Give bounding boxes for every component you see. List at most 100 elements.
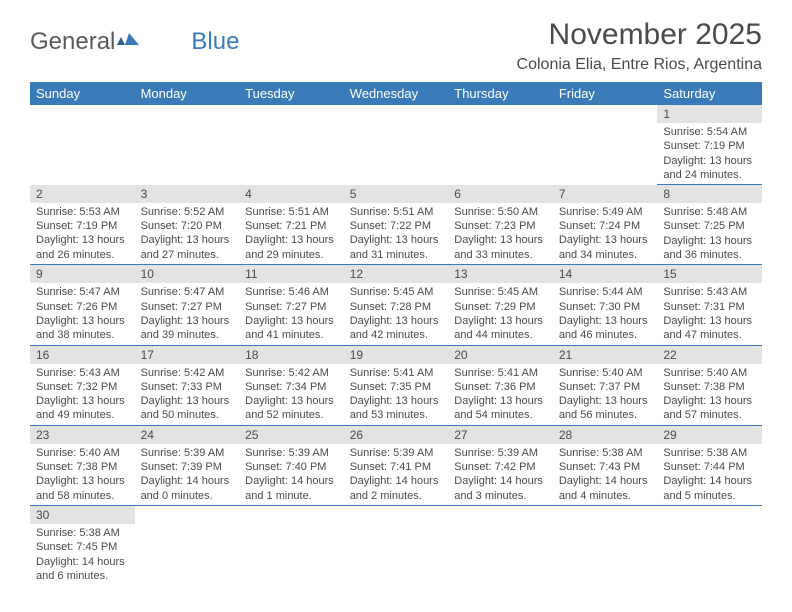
calendar-cell: 9Sunrise: 5:47 AMSunset: 7:26 PMDaylight…	[30, 265, 135, 345]
flag-icon	[117, 31, 139, 54]
day-header: Friday	[553, 82, 658, 105]
calendar-cell-empty	[30, 105, 135, 185]
day-details: Sunrise: 5:38 AMSunset: 7:45 PMDaylight:…	[30, 524, 135, 585]
day-details: Sunrise: 5:38 AMSunset: 7:44 PMDaylight:…	[657, 444, 762, 505]
day-number: 7	[553, 185, 658, 203]
day-header: Monday	[135, 82, 240, 105]
location: Colonia Elia, Entre Rios, Argentina	[517, 56, 762, 74]
day-number: 2	[30, 185, 135, 203]
calendar-row: 2Sunrise: 5:53 AMSunset: 7:19 PMDaylight…	[30, 185, 762, 265]
day-details: Sunrise: 5:39 AMSunset: 7:42 PMDaylight:…	[448, 444, 553, 505]
day-details: Sunrise: 5:40 AMSunset: 7:38 PMDaylight:…	[657, 364, 762, 425]
day-details: Sunrise: 5:47 AMSunset: 7:26 PMDaylight:…	[30, 283, 135, 344]
day-header: Saturday	[657, 82, 762, 105]
calendar-cell: 15Sunrise: 5:43 AMSunset: 7:31 PMDayligh…	[657, 265, 762, 345]
day-details: Sunrise: 5:47 AMSunset: 7:27 PMDaylight:…	[135, 283, 240, 344]
calendar-cell: 3Sunrise: 5:52 AMSunset: 7:20 PMDaylight…	[135, 185, 240, 265]
day-number: 3	[135, 185, 240, 203]
calendar-cell: 18Sunrise: 5:42 AMSunset: 7:34 PMDayligh…	[239, 345, 344, 425]
day-details: Sunrise: 5:40 AMSunset: 7:37 PMDaylight:…	[553, 364, 658, 425]
day-number: 13	[448, 265, 553, 283]
day-number: 18	[239, 346, 344, 364]
month-title: November 2025	[517, 18, 762, 52]
day-number: 5	[344, 185, 449, 203]
day-details: Sunrise: 5:45 AMSunset: 7:28 PMDaylight:…	[344, 283, 449, 344]
calendar-cell: 21Sunrise: 5:40 AMSunset: 7:37 PMDayligh…	[553, 345, 658, 425]
day-number: 26	[344, 426, 449, 444]
calendar-cell-empty	[448, 505, 553, 585]
day-number: 25	[239, 426, 344, 444]
day-details: Sunrise: 5:51 AMSunset: 7:22 PMDaylight:…	[344, 203, 449, 264]
day-number: 6	[448, 185, 553, 203]
day-details: Sunrise: 5:43 AMSunset: 7:31 PMDaylight:…	[657, 283, 762, 344]
day-details: Sunrise: 5:52 AMSunset: 7:20 PMDaylight:…	[135, 203, 240, 264]
day-number: 8	[657, 185, 762, 203]
day-header: Wednesday	[344, 82, 449, 105]
calendar-cell-empty	[239, 105, 344, 185]
day-number: 15	[657, 265, 762, 283]
calendar-cell: 6Sunrise: 5:50 AMSunset: 7:23 PMDaylight…	[448, 185, 553, 265]
day-number: 17	[135, 346, 240, 364]
day-number: 21	[553, 346, 658, 364]
day-details: Sunrise: 5:44 AMSunset: 7:30 PMDaylight:…	[553, 283, 658, 344]
title-block: November 2025 Colonia Elia, Entre Rios, …	[517, 18, 762, 74]
calendar-cell: 8Sunrise: 5:48 AMSunset: 7:25 PMDaylight…	[657, 185, 762, 265]
calendar-cell: 13Sunrise: 5:45 AMSunset: 7:29 PMDayligh…	[448, 265, 553, 345]
calendar-row: 23Sunrise: 5:40 AMSunset: 7:38 PMDayligh…	[30, 425, 762, 505]
day-header: Thursday	[448, 82, 553, 105]
calendar-cell: 7Sunrise: 5:49 AMSunset: 7:24 PMDaylight…	[553, 185, 658, 265]
calendar-cell-empty	[135, 105, 240, 185]
day-header-row: SundayMondayTuesdayWednesdayThursdayFrid…	[30, 82, 762, 105]
day-number: 9	[30, 265, 135, 283]
day-details: Sunrise: 5:46 AMSunset: 7:27 PMDaylight:…	[239, 283, 344, 344]
day-details: Sunrise: 5:53 AMSunset: 7:19 PMDaylight:…	[30, 203, 135, 264]
day-number: 24	[135, 426, 240, 444]
day-number: 20	[448, 346, 553, 364]
day-number: 1	[657, 105, 762, 123]
calendar-cell: 20Sunrise: 5:41 AMSunset: 7:36 PMDayligh…	[448, 345, 553, 425]
day-details: Sunrise: 5:43 AMSunset: 7:32 PMDaylight:…	[30, 364, 135, 425]
day-number: 19	[344, 346, 449, 364]
calendar-cell: 23Sunrise: 5:40 AMSunset: 7:38 PMDayligh…	[30, 425, 135, 505]
day-number: 16	[30, 346, 135, 364]
calendar-cell: 22Sunrise: 5:40 AMSunset: 7:38 PMDayligh…	[657, 345, 762, 425]
calendar-cell: 26Sunrise: 5:39 AMSunset: 7:41 PMDayligh…	[344, 425, 449, 505]
day-number: 10	[135, 265, 240, 283]
calendar-row: 16Sunrise: 5:43 AMSunset: 7:32 PMDayligh…	[30, 345, 762, 425]
calendar-cell-empty	[344, 505, 449, 585]
day-details: Sunrise: 5:41 AMSunset: 7:36 PMDaylight:…	[448, 364, 553, 425]
day-details: Sunrise: 5:49 AMSunset: 7:24 PMDaylight:…	[553, 203, 658, 264]
calendar-cell-empty	[239, 505, 344, 585]
calendar-cell: 1Sunrise: 5:54 AMSunset: 7:19 PMDaylight…	[657, 105, 762, 185]
calendar-cell-empty	[553, 505, 658, 585]
calendar-cell-empty	[553, 105, 658, 185]
calendar-cell: 29Sunrise: 5:38 AMSunset: 7:44 PMDayligh…	[657, 425, 762, 505]
calendar-table: SundayMondayTuesdayWednesdayThursdayFrid…	[30, 82, 762, 585]
day-header: Sunday	[30, 82, 135, 105]
day-number: 11	[239, 265, 344, 283]
calendar-cell: 12Sunrise: 5:45 AMSunset: 7:28 PMDayligh…	[344, 265, 449, 345]
day-details: Sunrise: 5:45 AMSunset: 7:29 PMDaylight:…	[448, 283, 553, 344]
calendar-cell: 28Sunrise: 5:38 AMSunset: 7:43 PMDayligh…	[553, 425, 658, 505]
calendar-cell: 27Sunrise: 5:39 AMSunset: 7:42 PMDayligh…	[448, 425, 553, 505]
calendar-cell: 25Sunrise: 5:39 AMSunset: 7:40 PMDayligh…	[239, 425, 344, 505]
calendar-row: 30Sunrise: 5:38 AMSunset: 7:45 PMDayligh…	[30, 505, 762, 585]
logo-text-blue: Blue	[191, 28, 239, 56]
day-number: 23	[30, 426, 135, 444]
calendar-cell: 11Sunrise: 5:46 AMSunset: 7:27 PMDayligh…	[239, 265, 344, 345]
calendar-cell: 10Sunrise: 5:47 AMSunset: 7:27 PMDayligh…	[135, 265, 240, 345]
calendar-row: 9Sunrise: 5:47 AMSunset: 7:26 PMDaylight…	[30, 265, 762, 345]
day-details: Sunrise: 5:50 AMSunset: 7:23 PMDaylight:…	[448, 203, 553, 264]
day-details: Sunrise: 5:40 AMSunset: 7:38 PMDaylight:…	[30, 444, 135, 505]
day-number: 14	[553, 265, 658, 283]
day-details: Sunrise: 5:42 AMSunset: 7:33 PMDaylight:…	[135, 364, 240, 425]
day-details: Sunrise: 5:39 AMSunset: 7:41 PMDaylight:…	[344, 444, 449, 505]
calendar-cell-empty	[135, 505, 240, 585]
day-details: Sunrise: 5:39 AMSunset: 7:39 PMDaylight:…	[135, 444, 240, 505]
day-number: 28	[553, 426, 658, 444]
day-details: Sunrise: 5:51 AMSunset: 7:21 PMDaylight:…	[239, 203, 344, 264]
calendar-cell: 5Sunrise: 5:51 AMSunset: 7:22 PMDaylight…	[344, 185, 449, 265]
calendar-row: 1Sunrise: 5:54 AMSunset: 7:19 PMDaylight…	[30, 105, 762, 185]
calendar-cell: 16Sunrise: 5:43 AMSunset: 7:32 PMDayligh…	[30, 345, 135, 425]
day-details: Sunrise: 5:41 AMSunset: 7:35 PMDaylight:…	[344, 364, 449, 425]
